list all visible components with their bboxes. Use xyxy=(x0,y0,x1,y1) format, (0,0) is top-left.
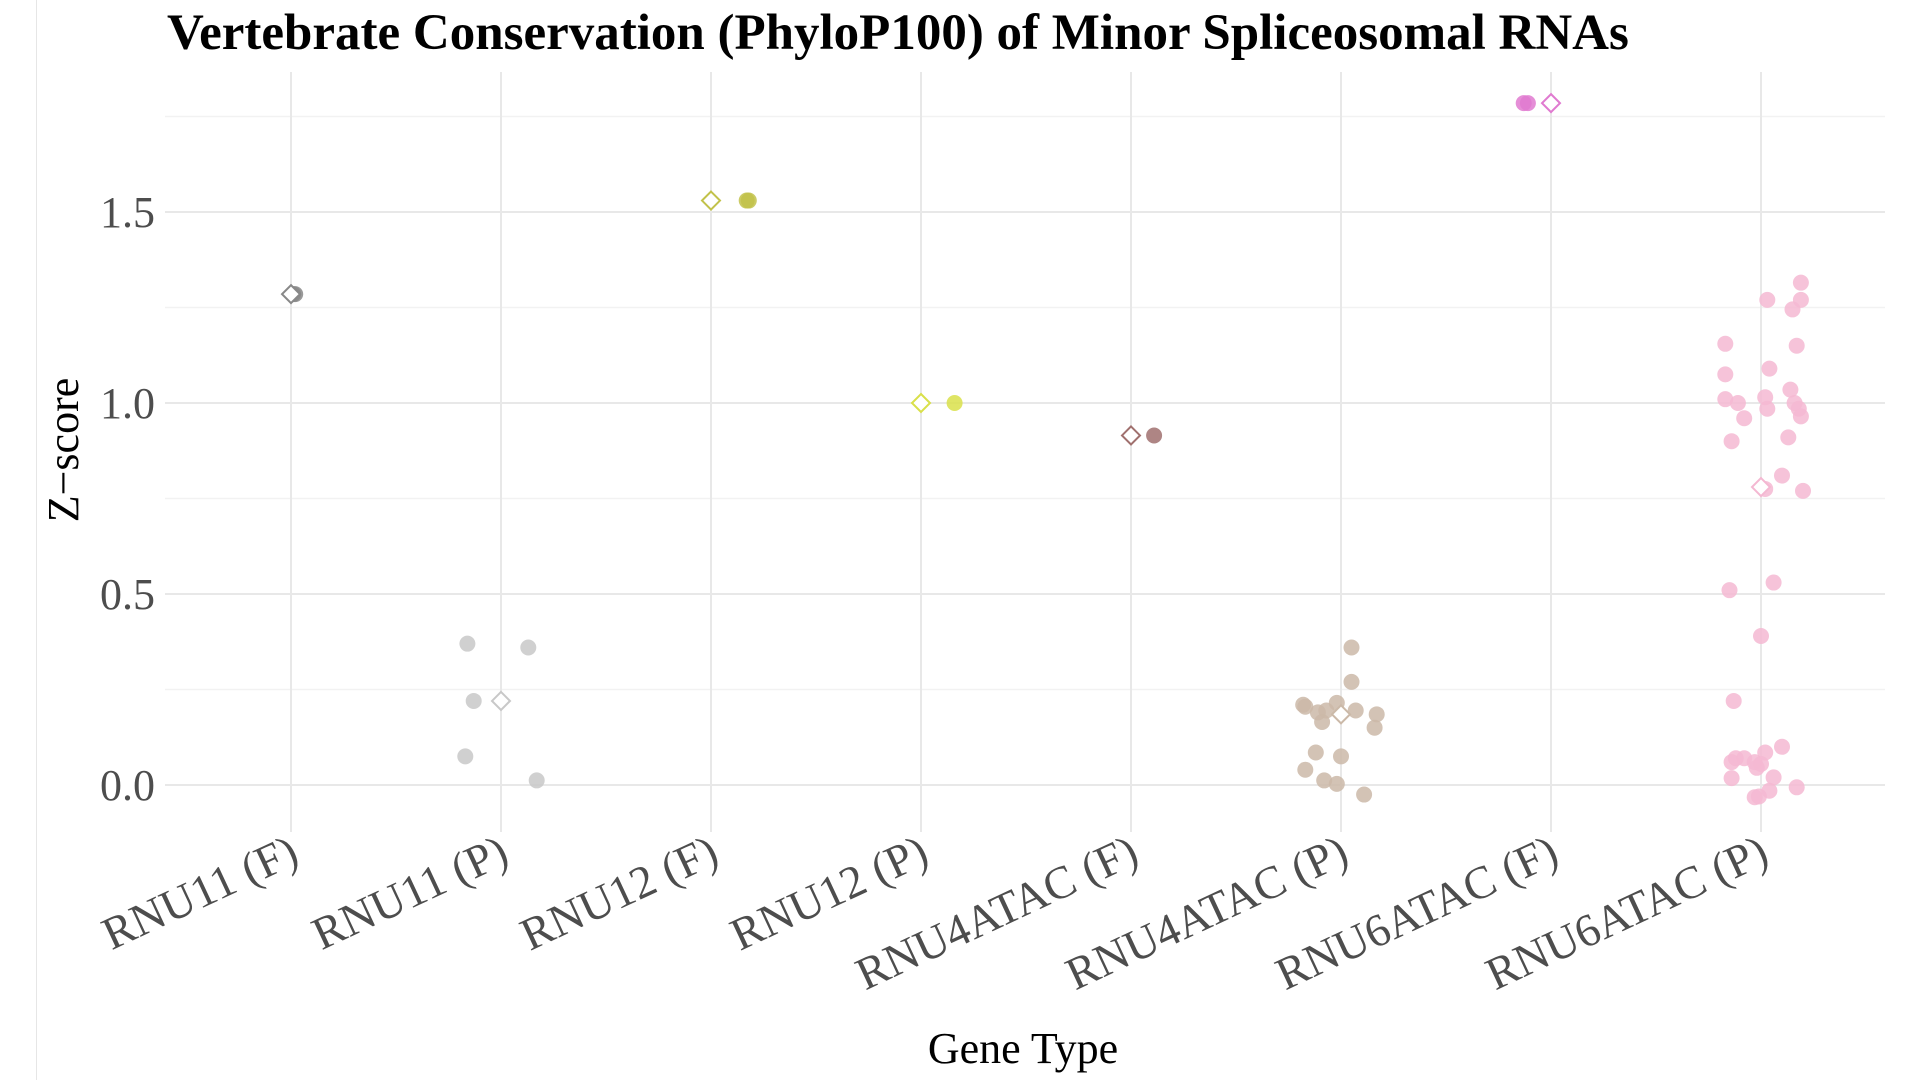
data-point xyxy=(1297,698,1314,715)
data-point xyxy=(1717,335,1734,352)
x-tick-label: RNU11 (F) xyxy=(94,825,305,960)
data-point xyxy=(1774,738,1790,755)
chart-title: Vertebrate Conservation (PhyloP100) of M… xyxy=(167,5,1629,61)
data-point xyxy=(1723,754,1740,771)
data-point xyxy=(1723,433,1740,450)
data-point xyxy=(1146,427,1163,444)
y-tick-label: 0.0 xyxy=(100,761,155,810)
data-point xyxy=(1736,410,1753,427)
data-point xyxy=(1759,400,1776,417)
mean-diamond-marker xyxy=(280,283,302,305)
data-point xyxy=(946,395,963,411)
x-tick-label: RNU12 (F) xyxy=(513,825,726,960)
data-point xyxy=(1368,706,1385,723)
data-point xyxy=(1795,482,1811,499)
data-point xyxy=(1297,761,1314,778)
mean-diamond-marker xyxy=(700,190,722,211)
mean-diamond-marker xyxy=(1330,703,1352,725)
mean-diamond-marker xyxy=(1120,425,1142,446)
y-tick-label: 1.0 xyxy=(100,379,155,428)
data-point xyxy=(1723,770,1740,787)
data-point xyxy=(1765,769,1782,786)
data-point xyxy=(457,748,474,765)
data-point xyxy=(1774,467,1790,484)
mean-markers xyxy=(280,92,1772,725)
x-tick-label: RNU11 (P) xyxy=(304,825,515,960)
data-point xyxy=(1328,775,1345,792)
data-point xyxy=(1717,366,1734,383)
data-point xyxy=(1307,744,1324,761)
data-point xyxy=(1746,789,1763,806)
data-point xyxy=(1753,628,1769,645)
x-axis-ticks: RNU11 (F)RNU11 (P)RNU12 (F)RNU12 (P)RNU4… xyxy=(94,825,1775,1000)
data-point xyxy=(1748,759,1765,776)
left-frame-divider xyxy=(36,0,37,1080)
data-point xyxy=(459,635,476,652)
data-point xyxy=(1765,574,1782,591)
data-point xyxy=(1729,395,1746,411)
data-point xyxy=(1788,337,1805,354)
data-point xyxy=(1784,301,1801,318)
mean-diamond-marker xyxy=(1750,476,1772,498)
data-point xyxy=(1759,291,1776,308)
data-point xyxy=(1519,95,1536,112)
data-point xyxy=(1343,673,1360,690)
data-point xyxy=(1316,772,1333,789)
data-point xyxy=(1343,639,1360,656)
data-point xyxy=(465,692,482,709)
data-points xyxy=(285,95,1811,806)
data-point xyxy=(1725,692,1742,709)
grid xyxy=(165,72,1885,832)
mean-diamond-marker xyxy=(910,392,932,414)
data-point xyxy=(1782,381,1799,398)
data-point xyxy=(528,772,545,789)
data-point xyxy=(1792,274,1809,291)
data-point xyxy=(1788,779,1805,796)
data-point xyxy=(1356,786,1373,803)
x-axis-label: Gene Type xyxy=(928,1024,1118,1073)
data-point xyxy=(1347,702,1364,719)
y-tick-label: 0.5 xyxy=(100,570,155,619)
data-point xyxy=(1792,408,1809,425)
data-point xyxy=(1761,360,1778,377)
mean-diamond-marker xyxy=(490,690,512,712)
y-axis-ticks: 0.0 0.5 1.0 1.5 xyxy=(100,188,155,810)
data-point xyxy=(1780,429,1797,446)
data-point xyxy=(1366,719,1383,736)
y-axis-label: Z−score xyxy=(39,378,88,523)
mean-diamond-marker xyxy=(1540,92,1562,114)
data-point xyxy=(520,639,537,656)
data-point xyxy=(740,192,757,209)
y-tick-label: 1.5 xyxy=(100,188,155,237)
data-point xyxy=(1717,391,1734,408)
data-point xyxy=(1333,748,1349,765)
data-point xyxy=(1721,582,1738,599)
